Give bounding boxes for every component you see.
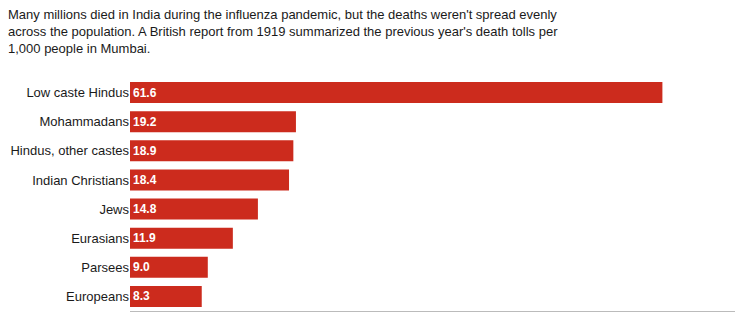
svg-text:18.9: 18.9 — [133, 144, 157, 158]
svg-text:8.3: 8.3 — [133, 289, 150, 303]
svg-text:Eurasians: Eurasians — [71, 231, 129, 246]
svg-text:Many millions died in India du: Many millions died in India during the i… — [8, 7, 558, 56]
svg-text:Parsees: Parsees — [81, 260, 129, 275]
svg-text:18.4: 18.4 — [133, 173, 157, 187]
svg-text:14.8: 14.8 — [133, 202, 157, 216]
svg-text:Low caste Hindus: Low caste Hindus — [26, 85, 129, 100]
svg-text:9.0: 9.0 — [133, 260, 150, 274]
svg-text:Jews: Jews — [99, 202, 129, 217]
svg-text:Mohammadans: Mohammadans — [39, 114, 129, 129]
svg-text:11.9: 11.9 — [133, 231, 156, 245]
svg-text:Hindus, other castes: Hindus, other castes — [10, 143, 129, 158]
svg-text:61.6: 61.6 — [133, 86, 157, 100]
svg-text:Europeans: Europeans — [66, 289, 129, 304]
svg-text:19.2: 19.2 — [133, 115, 157, 129]
svg-text:Indian Christians: Indian Christians — [32, 172, 129, 187]
